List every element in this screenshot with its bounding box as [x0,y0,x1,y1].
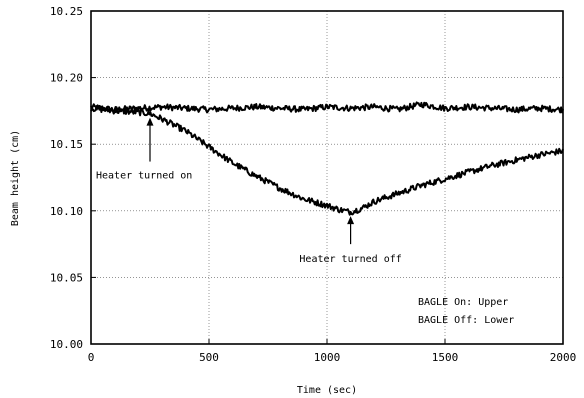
y-tick-label: 10.20 [50,72,83,85]
annotations: Heater turned on Heater turned off [96,117,402,265]
annotation-arrowhead-off [347,216,355,225]
y-tick-label: 10.05 [50,271,83,284]
y-axis-ticks: 10.00 10.05 10.10 10.15 10.20 10.25 [50,5,96,351]
series-line-upper [90,101,564,114]
x-tick-label: 0 [88,351,95,364]
legend-line-upper: BAGLE On: Upper [418,297,508,308]
annotation-heater-on: Heater turned on [96,171,192,182]
x-tick-label: 500 [199,351,219,364]
legend-line-lower: BAGLE Off: Lower [418,315,514,326]
y-tick-label: 10.10 [50,205,83,218]
series-line-lower [90,105,564,216]
y-tick-label: 10.15 [50,138,83,151]
x-tick-label: 1500 [432,351,459,364]
x-tick-label: 1000 [314,351,341,364]
series-group [90,101,564,216]
grid [91,11,563,344]
annotation-arrowhead-on [146,117,154,126]
x-axis-ticks: 0 500 1000 1500 2000 [88,339,577,364]
x-tick-label: 2000 [550,351,577,364]
y-tick-label: 10.00 [50,338,83,351]
x-axis-label: Time (sec) [297,385,357,396]
y-tick-label: 10.25 [50,5,83,18]
y-axis-label: Beam height (cm) [10,130,21,226]
annotation-heater-off: Heater turned off [299,254,401,265]
